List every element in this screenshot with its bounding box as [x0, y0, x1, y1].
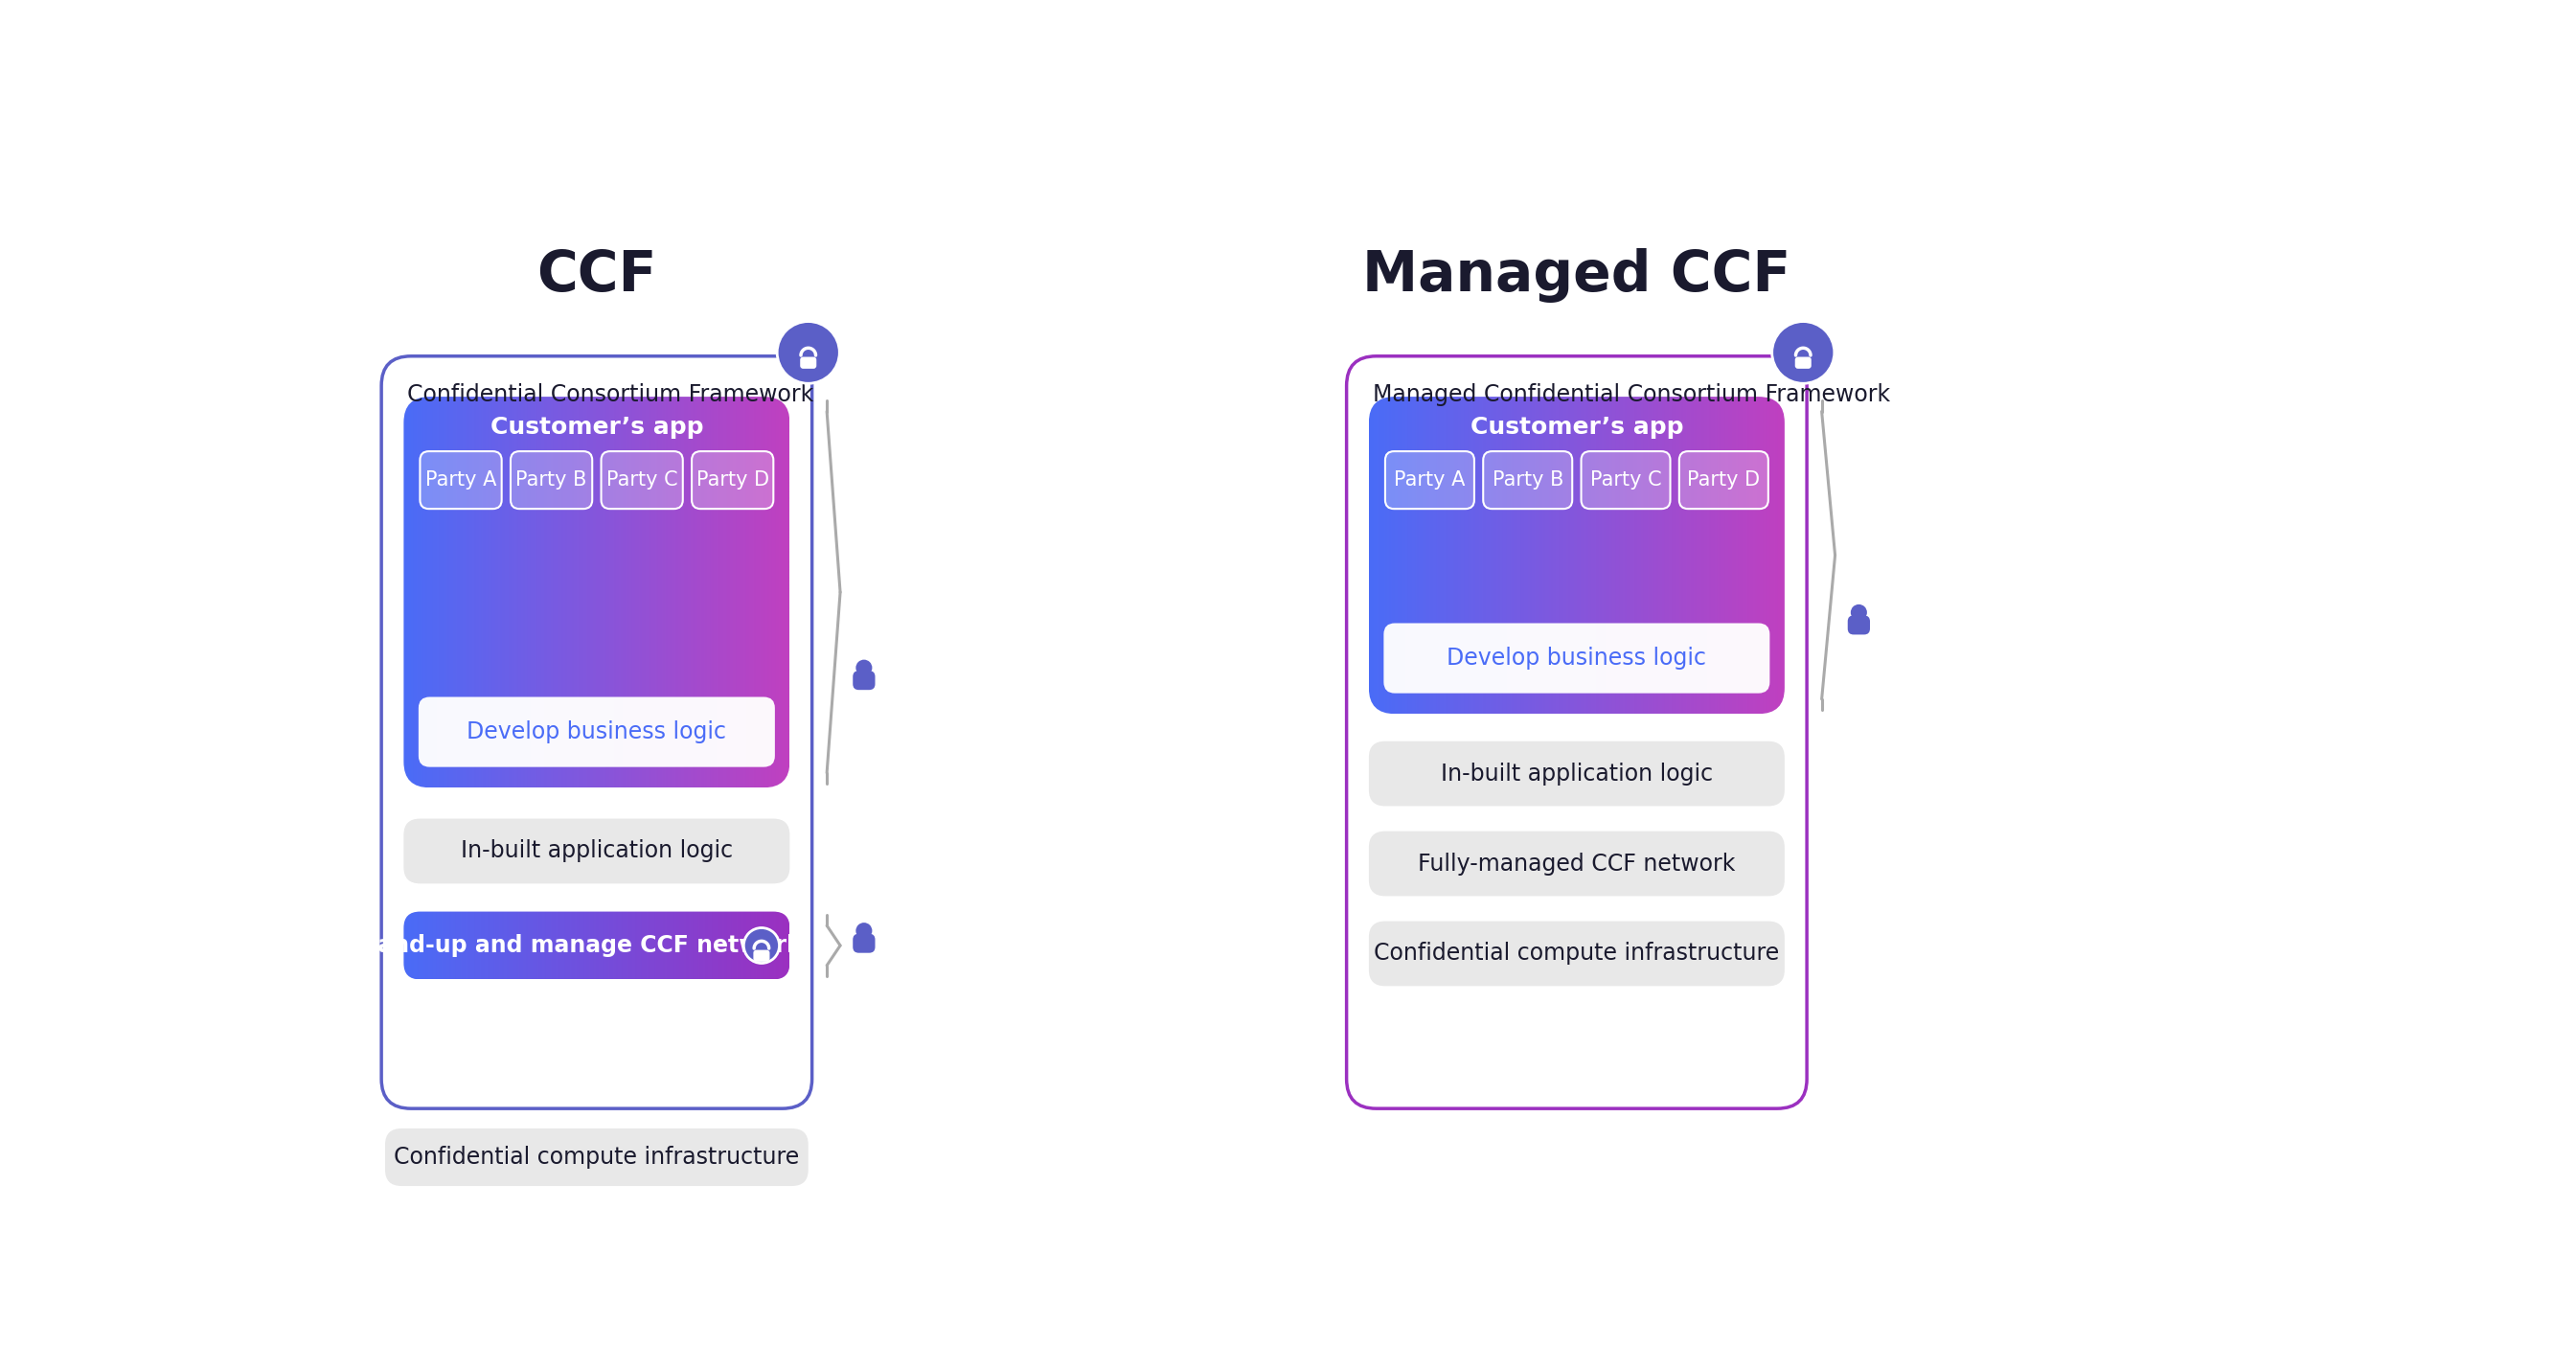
Text: Party C: Party C	[1589, 471, 1662, 490]
FancyBboxPatch shape	[1368, 741, 1785, 806]
FancyBboxPatch shape	[1680, 452, 1767, 508]
FancyBboxPatch shape	[1386, 452, 1473, 508]
Circle shape	[1772, 321, 1834, 383]
Text: Develop business logic: Develop business logic	[466, 721, 726, 744]
Circle shape	[855, 923, 873, 939]
FancyBboxPatch shape	[1347, 356, 1806, 1108]
FancyBboxPatch shape	[801, 356, 817, 369]
Text: Party D: Party D	[1687, 471, 1759, 490]
Text: Confidential Consortium Framework: Confidential Consortium Framework	[407, 383, 814, 406]
Text: Party A: Party A	[1394, 471, 1466, 490]
Text: In-built application logic: In-built application logic	[1440, 763, 1713, 785]
Text: Party C: Party C	[605, 471, 677, 490]
Text: Managed Confidential Consortium Framework: Managed Confidential Consortium Framewor…	[1373, 383, 1891, 406]
FancyBboxPatch shape	[853, 933, 876, 952]
Text: Managed CCF: Managed CCF	[1363, 247, 1790, 303]
FancyBboxPatch shape	[853, 671, 876, 690]
Circle shape	[1850, 604, 1868, 620]
Text: CCF: CCF	[536, 247, 657, 303]
Text: Party D: Party D	[696, 471, 770, 490]
Text: Stand-up and manage CCF network: Stand-up and manage CCF network	[350, 933, 801, 958]
FancyBboxPatch shape	[404, 819, 791, 884]
FancyBboxPatch shape	[1582, 452, 1669, 508]
Circle shape	[778, 321, 840, 383]
Text: Party A: Party A	[425, 471, 497, 490]
Text: Fully-managed CCF network: Fully-managed CCF network	[1417, 853, 1736, 876]
FancyBboxPatch shape	[381, 356, 811, 1108]
Text: Customer’s app: Customer’s app	[489, 416, 703, 440]
FancyBboxPatch shape	[510, 452, 592, 508]
FancyBboxPatch shape	[693, 452, 773, 508]
FancyBboxPatch shape	[1484, 452, 1571, 508]
FancyBboxPatch shape	[1368, 831, 1785, 896]
FancyBboxPatch shape	[1847, 616, 1870, 635]
FancyBboxPatch shape	[384, 1128, 809, 1186]
Text: In-built application logic: In-built application logic	[461, 839, 732, 862]
FancyBboxPatch shape	[417, 697, 775, 767]
FancyBboxPatch shape	[752, 950, 770, 962]
FancyBboxPatch shape	[1795, 356, 1811, 369]
FancyBboxPatch shape	[600, 452, 683, 508]
Text: Customer’s app: Customer’s app	[1471, 416, 1682, 440]
Text: Party B: Party B	[515, 471, 587, 490]
Text: Confidential compute infrastructure: Confidential compute infrastructure	[394, 1146, 799, 1169]
Text: Confidential compute infrastructure: Confidential compute infrastructure	[1373, 942, 1780, 966]
Text: Develop business logic: Develop business logic	[1448, 647, 1705, 670]
Circle shape	[855, 659, 873, 677]
FancyBboxPatch shape	[1368, 921, 1785, 986]
Text: Party B: Party B	[1492, 471, 1564, 490]
FancyBboxPatch shape	[420, 452, 502, 508]
Circle shape	[744, 928, 781, 963]
FancyBboxPatch shape	[1383, 623, 1770, 693]
